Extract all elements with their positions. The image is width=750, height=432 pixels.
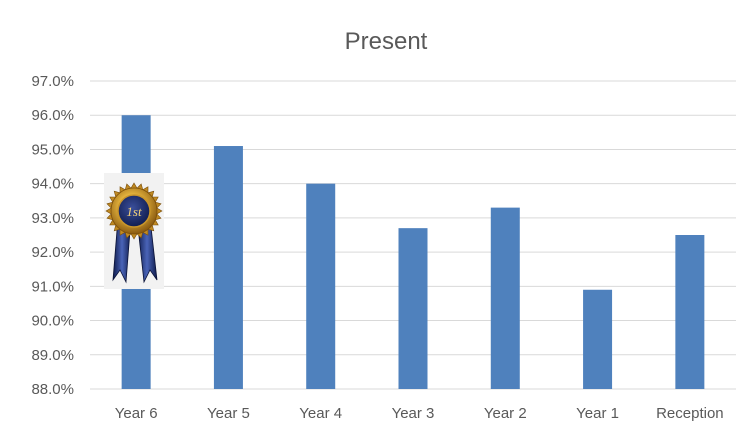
y-tick-label: 90.0% <box>31 313 74 330</box>
y-tick-label: 95.0% <box>31 141 74 158</box>
first-place-rosette-icon: 1st <box>104 173 164 289</box>
badge-label: 1st <box>126 204 142 219</box>
y-tick-label: 94.0% <box>31 176 74 193</box>
y-tick-label: 93.0% <box>31 210 74 227</box>
x-tick-label: Year 2 <box>484 405 527 422</box>
bar-year-1 <box>583 289 613 389</box>
y-tick-label: 92.0% <box>31 244 74 261</box>
y-tick-label: 91.0% <box>31 278 74 295</box>
bar-reception <box>675 235 705 389</box>
x-tick-label: Year 1 <box>576 405 619 422</box>
x-tick-label: Year 5 <box>207 405 250 422</box>
x-tick-label: Year 4 <box>299 405 342 422</box>
bar-year-4 <box>306 183 336 389</box>
bar-year-2 <box>490 207 520 389</box>
x-tick-label: Year 6 <box>115 405 158 422</box>
bar-year-5 <box>213 146 243 389</box>
y-tick-label: 97.0% <box>31 73 74 90</box>
x-axis-ticks: Year 6 Year 5 Year 4 Year 3 Year 2 Year 1 Rece… <box>115 405 724 422</box>
chart-title: Present <box>345 28 428 55</box>
x-tick-label: Reception <box>656 405 724 422</box>
x-tick-label: Year 3 <box>392 405 435 422</box>
y-tick-label: 96.0% <box>31 107 74 124</box>
bar-year-3 <box>398 228 428 389</box>
y-tick-label: 88.0% <box>31 381 74 398</box>
y-axis-ticks: 88.0% 89.0% 90.0% 91.0% 92.0% 93.0% 94.0% 95.0%… <box>31 73 74 398</box>
y-tick-label: 89.0% <box>31 347 74 364</box>
